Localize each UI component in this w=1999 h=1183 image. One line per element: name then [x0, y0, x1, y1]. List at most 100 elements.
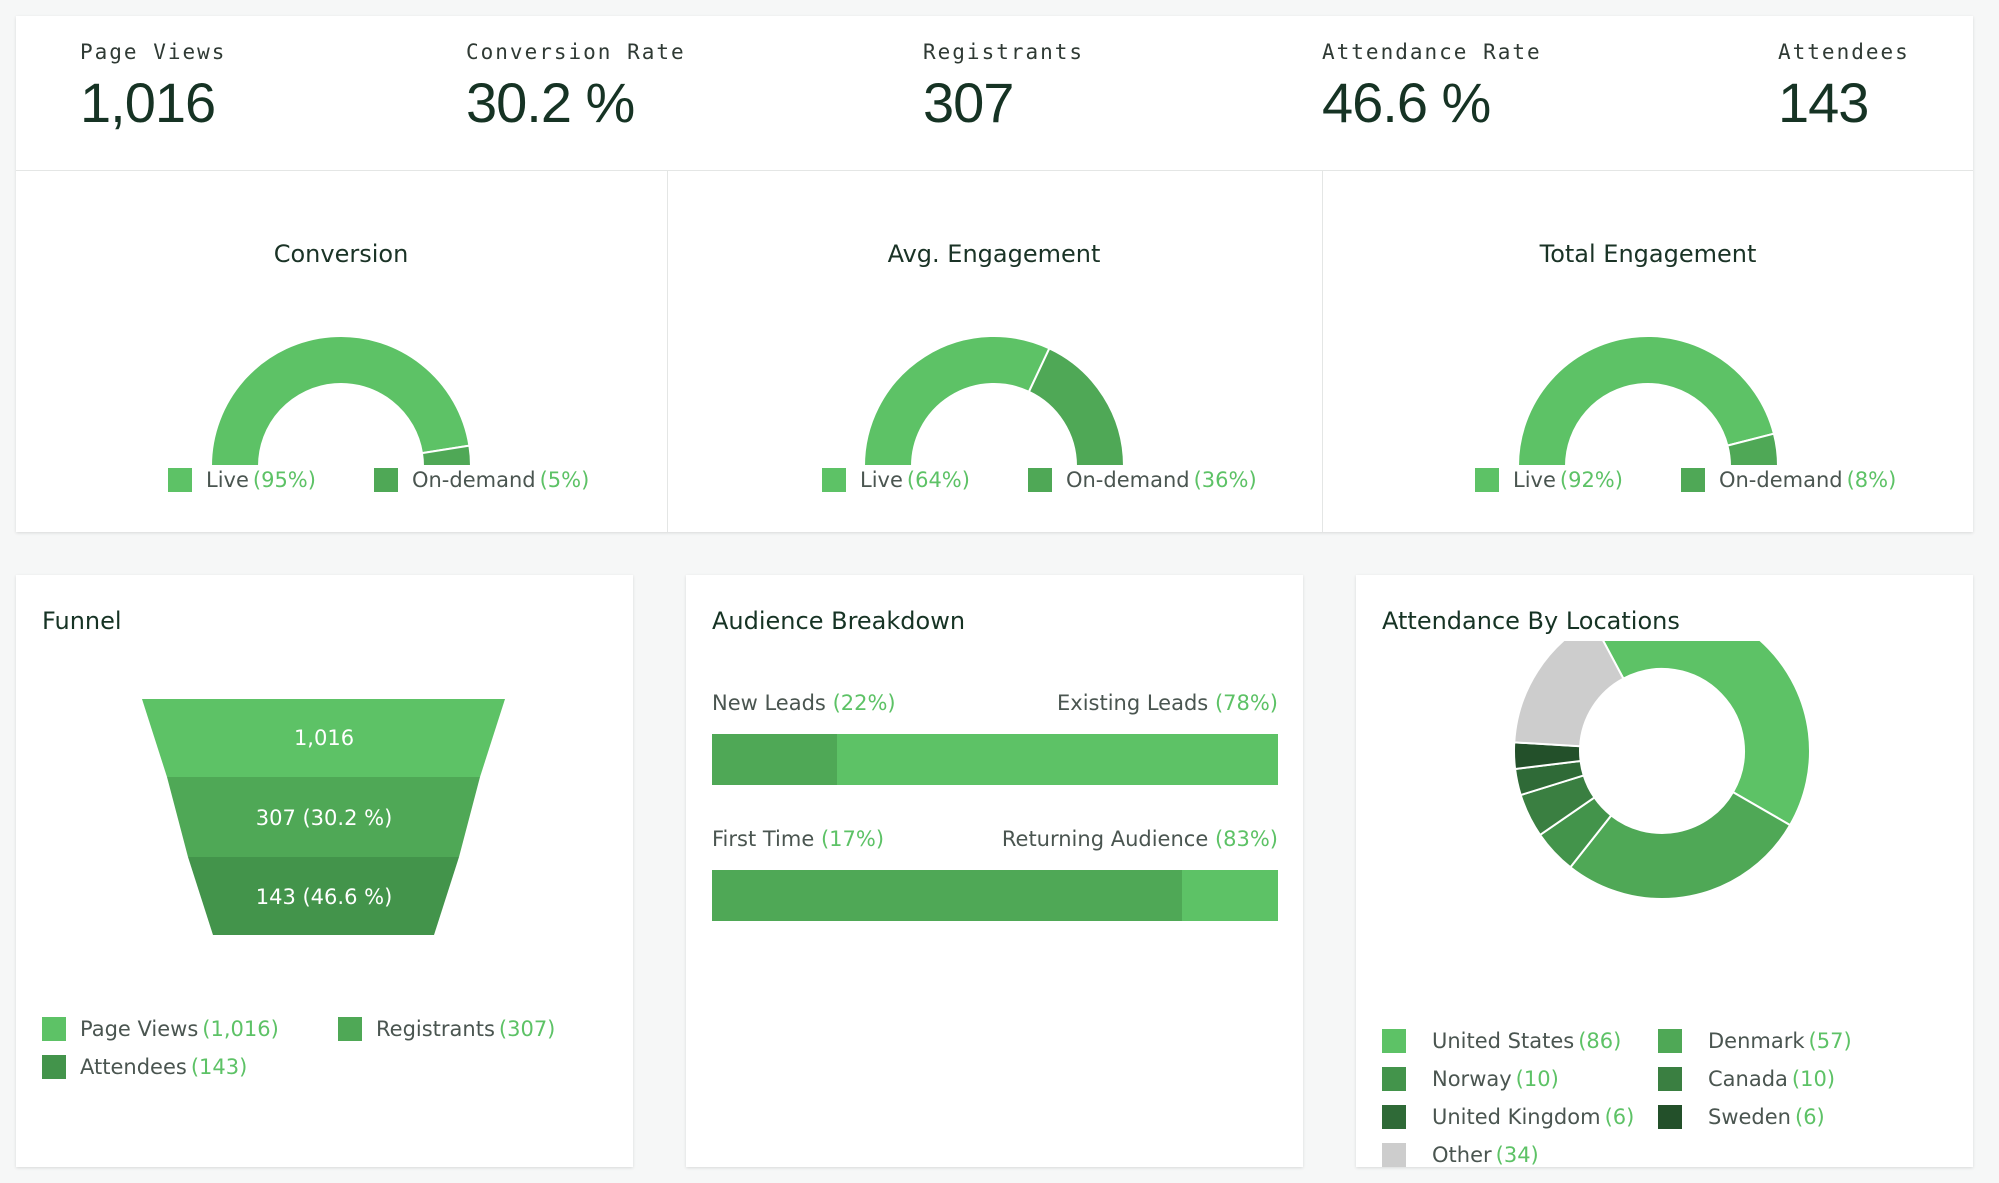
funnel-card: Funnel 1,016 307 (30.2 %) 143 (46.6 %) P…: [16, 575, 633, 1167]
divider: [16, 170, 1973, 171]
legend-value: (64%): [906, 468, 970, 492]
card-title: Funnel: [42, 607, 122, 635]
gauge-segment-live: [1516, 335, 1776, 467]
funnel-chart: 1,016 307 (30.2 %) 143 (46.6 %): [142, 699, 505, 935]
funnel-label: 143 (46.6 %): [256, 885, 393, 909]
legend-swatch: [1475, 468, 1499, 492]
legend-swatch: [1382, 1067, 1406, 1091]
label-text: First Time: [712, 827, 815, 851]
locations-donut-chart: [1513, 641, 1811, 900]
legend-label: Page Views: [80, 1017, 199, 1041]
gauge-total-engagement: [1516, 335, 1780, 467]
audience-breakdown-card: Audience Breakdown New Leads (22%) Exist…: [686, 575, 1303, 1167]
legend-swatch: [822, 468, 846, 492]
legend-item-registrants: Registrants (307): [338, 1017, 555, 1041]
locations-legend: United States (86) Denmark (57) Norway (…: [1382, 1029, 1898, 1167]
gauge-segment-live: [862, 335, 1051, 467]
legend-label: Sweden: [1708, 1105, 1791, 1129]
legend-label: Norway: [1432, 1067, 1512, 1091]
kpi-attendees: Attendees 143: [1778, 40, 1910, 135]
bar-segment-first-time: [712, 870, 1182, 921]
card-title: Attendance By Locations: [1382, 607, 1680, 635]
gauge-segment-on-demand: [1726, 432, 1780, 467]
legend-swatch: [42, 1017, 66, 1041]
gauge-segment-live: [209, 335, 471, 467]
legend-value: (1,016): [202, 1017, 279, 1041]
label-pct: (17%): [820, 827, 885, 851]
legend-value: (6): [1604, 1105, 1635, 1129]
legend-item-on-demand: On-demand (36%): [1027, 468, 1257, 492]
funnel-legend: Page Views (1,016) Registrants (307): [42, 1017, 555, 1041]
bar-left-label: New Leads (22%): [712, 691, 896, 715]
funnel-level-attendees: [188, 857, 459, 935]
bar-labels: First Time (17%) Returning Audience (83%…: [712, 827, 1278, 851]
bar-first-time-vs-returning: [712, 870, 1278, 921]
legend-label: On-demand: [1065, 468, 1190, 492]
legend-label: United States: [1432, 1029, 1575, 1053]
bar-left-label: First Time (17%): [712, 827, 884, 851]
legend-item-sweden: Sweden (6): [1658, 1105, 1898, 1129]
kpi-label: Conversion Rate: [466, 40, 686, 64]
legend-label: Live: [206, 468, 249, 492]
gauge-avg-engagement: [862, 335, 1126, 467]
label-pct: (22%): [832, 691, 896, 715]
legend-label: On-demand: [411, 468, 536, 492]
funnel-label: 1,016: [294, 726, 354, 750]
legend-value: (10): [1515, 1067, 1559, 1091]
legend-label: Live: [860, 468, 903, 492]
legend-item-united-states: United States (86): [1382, 1029, 1658, 1053]
legend-swatch: [1658, 1105, 1682, 1129]
kpi-value: 307: [923, 71, 1014, 134]
legend-label: Other: [1432, 1143, 1492, 1167]
funnel-level-registrants: [167, 777, 480, 857]
legend-item-canada: Canada (10): [1658, 1067, 1898, 1091]
gauge-conversion: [209, 335, 473, 467]
bar-right-label: Existing Leads (78%): [1057, 691, 1278, 715]
kpi-label: Attendance Rate: [1322, 40, 1542, 64]
legend-swatch: [1382, 1105, 1406, 1129]
funnel-legend: Attendees (143): [42, 1055, 247, 1079]
kpi-label: Page Views: [80, 40, 227, 64]
legend-item-on-demand: On-demand (8%): [1680, 468, 1897, 492]
legend-value: (143): [190, 1055, 248, 1079]
legend-value: (307): [498, 1017, 556, 1041]
legend-value: (36%): [1193, 468, 1257, 492]
divider: [1322, 171, 1323, 532]
legend-item-united-kingdom: United Kingdom (6): [1382, 1105, 1658, 1129]
label-text: Existing Leads: [1057, 691, 1209, 715]
legend-swatch: [168, 468, 192, 492]
bar-new-vs-existing-leads: [712, 734, 1278, 785]
donut-slice-denmark: [1568, 790, 1792, 900]
legend-item-other: Other (34): [1382, 1143, 1658, 1167]
legend-item-norway: Norway (10): [1382, 1067, 1658, 1091]
legend-label: United Kingdom: [1432, 1105, 1601, 1129]
funnel-label: 307 (30.2 %): [256, 806, 393, 830]
legend-swatch: [1658, 1029, 1682, 1053]
legend-label: Denmark: [1708, 1029, 1805, 1053]
legend-item-attendees: Attendees (143): [42, 1055, 247, 1079]
legend-value: (57): [1808, 1029, 1852, 1053]
legend-value: (34): [1495, 1143, 1539, 1167]
kpi-value: 143: [1778, 71, 1869, 134]
legend-value: (6): [1795, 1105, 1825, 1129]
legend-swatch: [1382, 1143, 1406, 1167]
legend-value: (8%): [1846, 468, 1897, 492]
kpi-label: Registrants: [923, 40, 1085, 64]
gauge-legend: Live (95%) On-demand (5%): [168, 468, 589, 492]
legend-swatch: [373, 468, 398, 492]
legend-item-live: Live (64%): [822, 468, 970, 492]
legend-label: Attendees: [80, 1055, 187, 1079]
gauge-segment-on-demand: [420, 444, 473, 467]
kpi-registrants: Registrants 307: [923, 40, 1084, 135]
legend-item-denmark: Denmark (57): [1658, 1029, 1898, 1053]
kpi-conversion-rate: Conversion Rate 30.2 %: [466, 40, 686, 135]
card-title: Audience Breakdown: [712, 607, 966, 635]
label-pct: (83%): [1214, 827, 1278, 851]
legend-value: (86): [1578, 1029, 1622, 1053]
gauge-legend: Live (92%) On-demand (8%): [1475, 468, 1896, 492]
label-text: New Leads: [712, 691, 826, 715]
legend-swatch: [1382, 1029, 1406, 1053]
legend-swatch: [338, 1017, 362, 1041]
kpi-value: 46.6 %: [1322, 71, 1491, 134]
bar-segment-new-leads: [712, 734, 837, 785]
